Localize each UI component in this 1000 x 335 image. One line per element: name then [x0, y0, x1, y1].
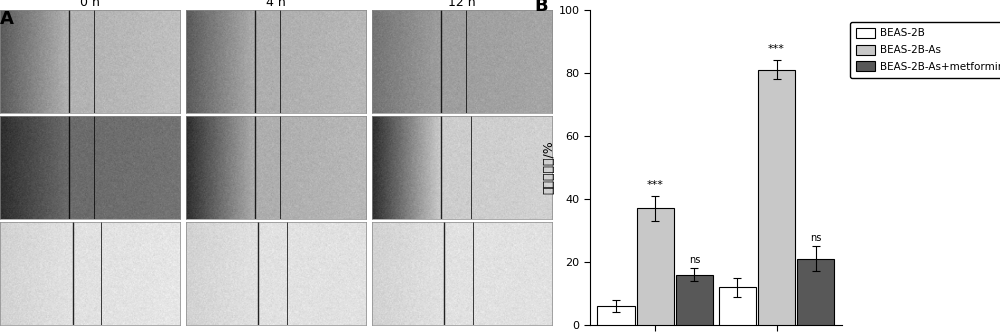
- Text: A: A: [0, 10, 14, 28]
- Legend: BEAS-2B, BEAS-2B-As, BEAS-2B-As+metformin: BEAS-2B, BEAS-2B-As, BEAS-2B-As+metformi…: [850, 21, 1000, 78]
- Bar: [797, 259, 834, 325]
- Bar: [597, 306, 635, 325]
- Bar: [637, 208, 674, 325]
- Text: ns: ns: [810, 233, 821, 243]
- Y-axis label: 划痕愈合率/%: 划痕愈合率/%: [543, 141, 556, 194]
- Bar: [758, 70, 795, 325]
- Text: ***: ***: [768, 44, 785, 54]
- Title: 0 h: 0 h: [80, 0, 100, 9]
- Title: 12 h: 12 h: [448, 0, 476, 9]
- Bar: [719, 287, 756, 325]
- Text: ns: ns: [689, 255, 700, 265]
- Text: ***: ***: [647, 180, 664, 190]
- Bar: [676, 275, 713, 325]
- Text: B: B: [535, 0, 548, 15]
- Title: 4 h: 4 h: [266, 0, 286, 9]
